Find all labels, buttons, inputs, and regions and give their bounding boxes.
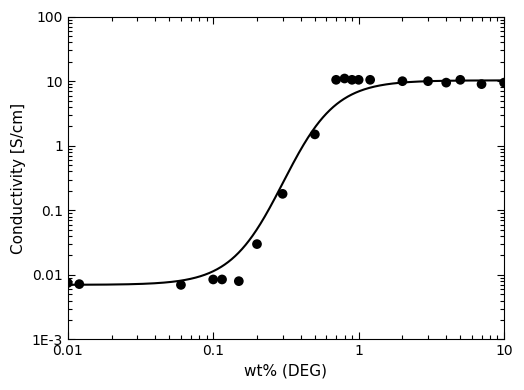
Point (366, 77, 374, 83)
Point (311, 131, 319, 138)
Point (235, 278, 243, 284)
Point (75, 281, 83, 287)
Point (278, 191, 287, 197)
Point (477, 81, 486, 87)
Y-axis label: Conductivity [S/cm]: Conductivity [S/cm] (11, 103, 26, 254)
Point (456, 77, 464, 83)
Point (177, 282, 185, 288)
Point (398, 78, 407, 84)
X-axis label: wt% (DEG): wt% (DEG) (244, 364, 328, 379)
Point (442, 80, 451, 86)
Point (424, 78, 432, 84)
Point (209, 277, 217, 283)
Point (354, 77, 363, 83)
Point (348, 77, 356, 83)
Point (63, 280, 72, 286)
Point (332, 77, 340, 83)
Point (341, 75, 349, 82)
Point (253, 241, 261, 247)
Point (218, 277, 226, 283)
Point (500, 80, 508, 86)
